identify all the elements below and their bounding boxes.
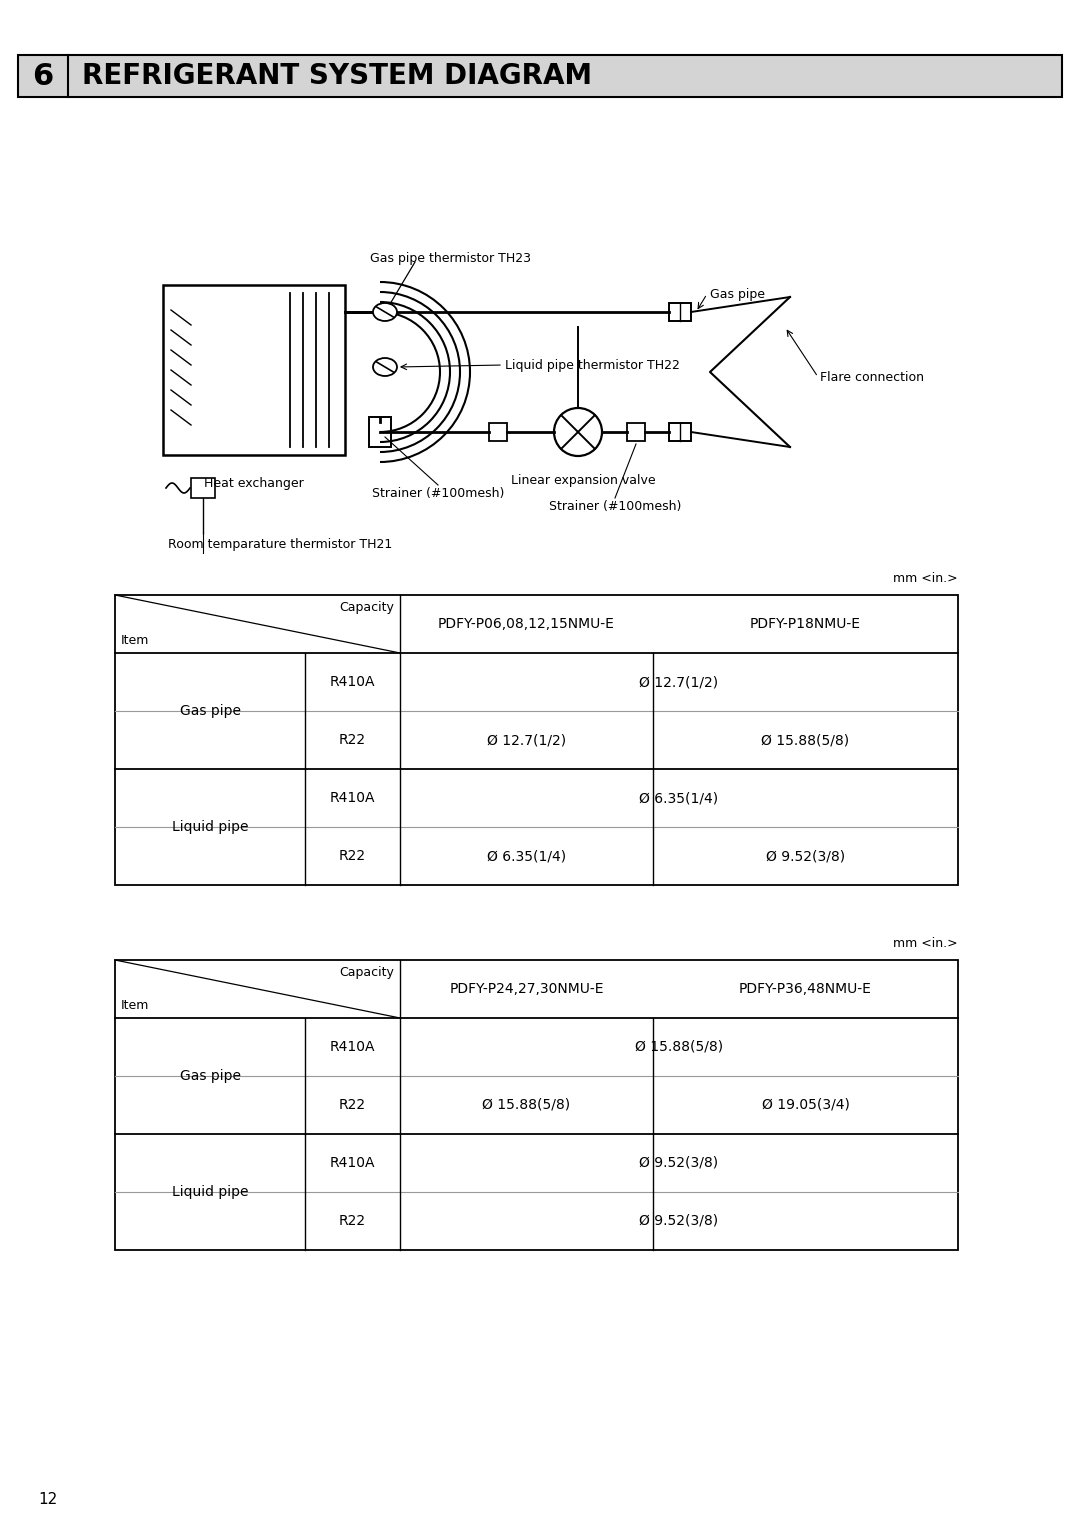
Text: Ø 9.52(3/8): Ø 9.52(3/8) — [639, 1215, 718, 1228]
Text: R22: R22 — [339, 1099, 366, 1112]
Text: Liquid pipe: Liquid pipe — [172, 1186, 248, 1199]
Text: 12: 12 — [38, 1492, 57, 1508]
Text: R410A: R410A — [329, 1041, 375, 1054]
Text: Strainer (#100mesh): Strainer (#100mesh) — [549, 501, 681, 513]
Text: Capacity: Capacity — [339, 601, 394, 615]
Text: mm <in.>: mm <in.> — [893, 572, 958, 584]
Text: Liquid pipe: Liquid pipe — [172, 819, 248, 835]
Text: Ø 6.35(1/4): Ø 6.35(1/4) — [639, 790, 718, 806]
Ellipse shape — [373, 304, 397, 320]
Text: Ø 15.88(5/8): Ø 15.88(5/8) — [635, 1041, 724, 1054]
Ellipse shape — [373, 359, 397, 375]
Text: PDFY-P18NMU-E: PDFY-P18NMU-E — [750, 617, 861, 630]
Text: Flare connection: Flare connection — [820, 371, 924, 383]
Text: Ø 6.35(1/4): Ø 6.35(1/4) — [487, 848, 566, 864]
Text: REFRIGERANT SYSTEM DIAGRAM: REFRIGERANT SYSTEM DIAGRAM — [82, 63, 592, 90]
Bar — [489, 423, 507, 441]
Text: PDFY-P24,27,30NMU-E: PDFY-P24,27,30NMU-E — [449, 983, 604, 996]
Text: Gas pipe: Gas pipe — [179, 1070, 241, 1083]
Text: Ø 9.52(3/8): Ø 9.52(3/8) — [639, 1157, 718, 1170]
Text: R410A: R410A — [329, 790, 375, 806]
Text: R22: R22 — [339, 732, 366, 748]
Bar — [669, 304, 691, 320]
Text: Item: Item — [121, 998, 149, 1012]
Text: Linear expansion valve: Linear expansion valve — [511, 475, 656, 487]
Text: Strainer (#100mesh): Strainer (#100mesh) — [372, 487, 504, 501]
Bar — [369, 417, 391, 447]
Text: Ø 12.7(1/2): Ø 12.7(1/2) — [639, 674, 718, 690]
Text: Gas pipe: Gas pipe — [179, 703, 241, 719]
Text: R410A: R410A — [329, 1157, 375, 1170]
Text: Item: Item — [121, 633, 149, 647]
Text: Ø 12.7(1/2): Ø 12.7(1/2) — [487, 732, 566, 748]
Text: Heat exchanger: Heat exchanger — [204, 478, 303, 490]
Text: R410A: R410A — [329, 674, 375, 690]
Bar — [114, 595, 958, 885]
Bar — [669, 423, 691, 441]
Text: Ø 19.05(3/4): Ø 19.05(3/4) — [761, 1099, 850, 1112]
Text: R22: R22 — [339, 848, 366, 864]
Text: PDFY-P36,48NMU-E: PDFY-P36,48NMU-E — [739, 983, 872, 996]
Text: Ø 9.52(3/8): Ø 9.52(3/8) — [766, 848, 845, 864]
Text: Gas pipe thermistor TH23: Gas pipe thermistor TH23 — [369, 252, 530, 266]
Text: Gas pipe: Gas pipe — [710, 287, 765, 301]
Bar — [191, 478, 215, 497]
Text: Capacity: Capacity — [339, 966, 394, 980]
Text: PDFY-P06,08,12,15NMU-E: PDFY-P06,08,12,15NMU-E — [438, 617, 615, 630]
Bar — [163, 285, 345, 455]
Bar — [18, 55, 1062, 98]
Bar — [114, 960, 958, 1250]
Text: 6: 6 — [32, 61, 54, 90]
Text: Ø 15.88(5/8): Ø 15.88(5/8) — [761, 732, 850, 748]
Text: Room temparature thermistor TH21: Room temparature thermistor TH21 — [167, 539, 392, 551]
Text: R22: R22 — [339, 1215, 366, 1228]
Text: mm <in.>: mm <in.> — [893, 937, 958, 951]
Text: Liquid pipe thermistor TH22: Liquid pipe thermistor TH22 — [505, 359, 680, 371]
Bar — [627, 423, 645, 441]
Text: Ø 15.88(5/8): Ø 15.88(5/8) — [483, 1099, 570, 1112]
